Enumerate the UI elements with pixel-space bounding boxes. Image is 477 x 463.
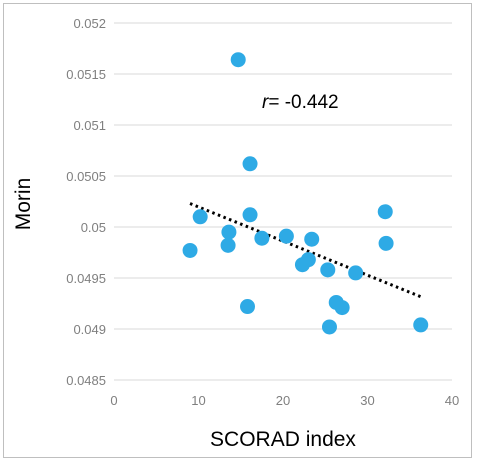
tick-labels: 0.0485 0.049 0.0495 0.05 0.0505 0.051 0.0515 0.…	[66, 16, 459, 408]
x-tick-label: 0	[110, 393, 117, 408]
y-axis-title: Morin	[12, 178, 35, 231]
data-point	[320, 262, 336, 278]
y-tick-label: 0.0485	[66, 373, 106, 388]
x-tick-label: 20	[276, 393, 290, 408]
gridlines	[114, 22, 452, 330]
data-point	[242, 207, 258, 223]
data-point	[220, 237, 236, 253]
y-tick-label: 0.052	[73, 16, 106, 31]
correlation-value: = -0.442	[268, 92, 338, 113]
data-point	[348, 265, 364, 281]
y-tick-label: 0.0515	[66, 67, 106, 82]
x-tick-label: 30	[360, 393, 374, 408]
data-points	[182, 52, 429, 335]
data-point	[230, 52, 246, 68]
data-point	[242, 156, 258, 172]
data-point	[300, 252, 316, 268]
y-tick-label: 0.049	[73, 322, 106, 337]
data-point	[304, 231, 320, 247]
y-tick-label: 0.05	[81, 220, 106, 235]
y-tick-label: 0.0495	[66, 271, 106, 286]
x-tick-label: 40	[445, 393, 459, 408]
x-axis-title: SCORAD index	[210, 428, 356, 451]
data-point	[334, 300, 350, 316]
data-point	[221, 224, 237, 240]
data-point	[413, 317, 429, 333]
y-tick-label: 0.051	[73, 118, 106, 133]
data-point	[240, 299, 256, 315]
y-tick-label: 0.0505	[66, 169, 106, 184]
chart-frame	[3, 3, 472, 458]
data-point	[378, 235, 394, 251]
data-point	[278, 228, 294, 244]
correlation-annotation: r= -0.442	[262, 92, 339, 113]
x-tick-label: 10	[191, 393, 205, 408]
data-point	[254, 230, 270, 246]
data-point	[192, 209, 208, 225]
data-point	[321, 319, 337, 335]
data-point	[377, 204, 393, 220]
correlation-symbol: r	[262, 92, 269, 113]
data-point	[182, 242, 198, 258]
